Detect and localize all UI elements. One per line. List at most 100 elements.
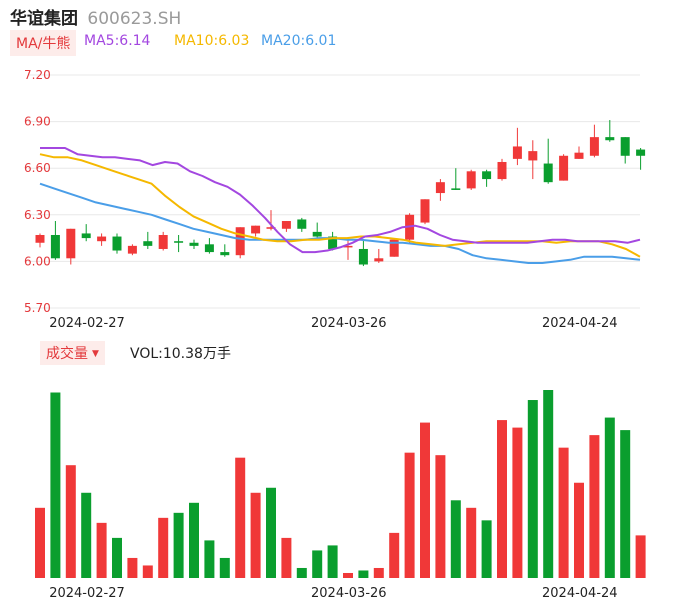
candle-body: [204, 244, 214, 253]
candle-body: [328, 236, 338, 249]
volume-bar: [112, 537, 122, 578]
volume-bar: [389, 532, 400, 578]
volume-bar: [327, 545, 338, 578]
volume-bar: [450, 500, 461, 578]
volume-bar: [281, 537, 292, 578]
candle-body: [297, 219, 307, 229]
candle-body: [220, 252, 230, 256]
volume-bar: [235, 457, 246, 578]
volume-bar: [589, 435, 600, 578]
price-tick-label: 6.00: [24, 254, 51, 268]
candle-body: [435, 182, 445, 194]
volume-bar: [35, 507, 45, 578]
stock-name: 华谊集团: [10, 9, 78, 29]
caret-down-icon: ▼: [92, 349, 99, 359]
volume-bar: [620, 430, 631, 578]
volume-bar: [481, 520, 492, 578]
volume-bar: [250, 492, 261, 578]
price-tick-label: 7.20: [24, 68, 51, 82]
volume-bar: [497, 420, 507, 578]
candle-body: [451, 188, 461, 190]
volume-bar: [81, 492, 92, 578]
price-date-label: 2024-02-27: [49, 316, 125, 331]
candle-body: [620, 137, 630, 156]
stock-code: 600623.SH: [87, 9, 182, 29]
ma20-legend-item: MA20:6.01: [261, 33, 337, 49]
candle-body: [112, 236, 122, 251]
volume-bar: [512, 427, 523, 578]
volume-bar: [219, 557, 230, 578]
volume-bar: [127, 557, 138, 578]
candle-body: [512, 146, 522, 159]
volume-legend: 成交量 ▼ VOL:10.38万手: [40, 341, 231, 365]
volume-bar: [266, 487, 276, 578]
candle-body: [174, 241, 184, 243]
candle-body: [251, 225, 261, 234]
ma5-line: [40, 147, 641, 254]
volume-bar: [65, 465, 76, 578]
candle-body: [97, 236, 107, 242]
volume-bar: [189, 502, 199, 578]
volume-indicator-label: 成交量: [46, 346, 88, 362]
candle-body: [389, 239, 399, 257]
volume-bar: [373, 567, 384, 578]
price-date-label: 2024-03-26: [311, 316, 387, 331]
volume-bar: [296, 567, 307, 578]
volume-bar: [574, 482, 584, 578]
candle-body: [343, 245, 353, 248]
volume-bar: [543, 390, 554, 578]
volume-bar: [527, 400, 538, 578]
candle-body: [235, 227, 245, 256]
candle-body: [420, 199, 430, 223]
volume-bar: [204, 540, 215, 578]
ma5-legend-item: MA5:6.14: [84, 33, 151, 49]
candle-body: [358, 248, 368, 265]
volume-bar: [173, 512, 184, 578]
volume-date-label: 2024-02-27: [49, 586, 125, 601]
candle-body: [281, 221, 291, 229]
price-tick-label: 6.90: [24, 115, 51, 129]
candle-body: [574, 152, 584, 159]
ma-legend: MA/牛熊 MA5:6.14 MA10:6.03 MA20:6.01: [10, 30, 336, 56]
price-tick-label: 6.30: [24, 208, 51, 222]
volume-bar: [158, 517, 169, 578]
volume-value: VOL:10.38万手: [130, 346, 231, 362]
volume-bar: [142, 565, 153, 578]
candle-body: [374, 258, 384, 262]
volume-bar: [604, 417, 615, 578]
candle-body: [497, 161, 507, 180]
candle-body: [466, 171, 476, 189]
candle-body: [127, 245, 137, 254]
volume-bar: [343, 572, 353, 578]
candle-body: [158, 234, 168, 249]
volume-bar: [50, 392, 61, 578]
volume-bar: [312, 550, 323, 578]
candle-body: [81, 233, 91, 239]
candle-body: [189, 242, 199, 246]
candle-body: [312, 231, 322, 237]
volume-bar: [420, 422, 430, 578]
price-date-label: 2024-04-24: [542, 316, 618, 331]
candle-body: [66, 228, 76, 259]
candle-body: [636, 149, 646, 156]
candle-body: [589, 137, 599, 156]
candle-body: [528, 151, 538, 161]
volume-bar: [96, 522, 107, 578]
stock-header: 华谊集团 600623.SH: [10, 4, 181, 29]
volume-bar: [435, 455, 446, 578]
volume-bar: [404, 452, 415, 578]
candle-body: [605, 137, 615, 141]
candle-body: [482, 171, 492, 180]
price-tick-label: 6.60: [24, 161, 51, 175]
candle-body: [50, 234, 60, 259]
ma-selector-button[interactable]: MA/牛熊: [10, 30, 77, 56]
volume-indicator-button[interactable]: 成交量 ▼: [40, 341, 105, 365]
candle-body: [543, 163, 553, 183]
candle-body: [143, 241, 153, 246]
candle-body: [35, 234, 45, 243]
candle-body: [266, 227, 276, 229]
price-tick-label: 5.70: [24, 301, 51, 315]
volume-bar: [558, 447, 569, 578]
volume-bar: [358, 570, 369, 578]
